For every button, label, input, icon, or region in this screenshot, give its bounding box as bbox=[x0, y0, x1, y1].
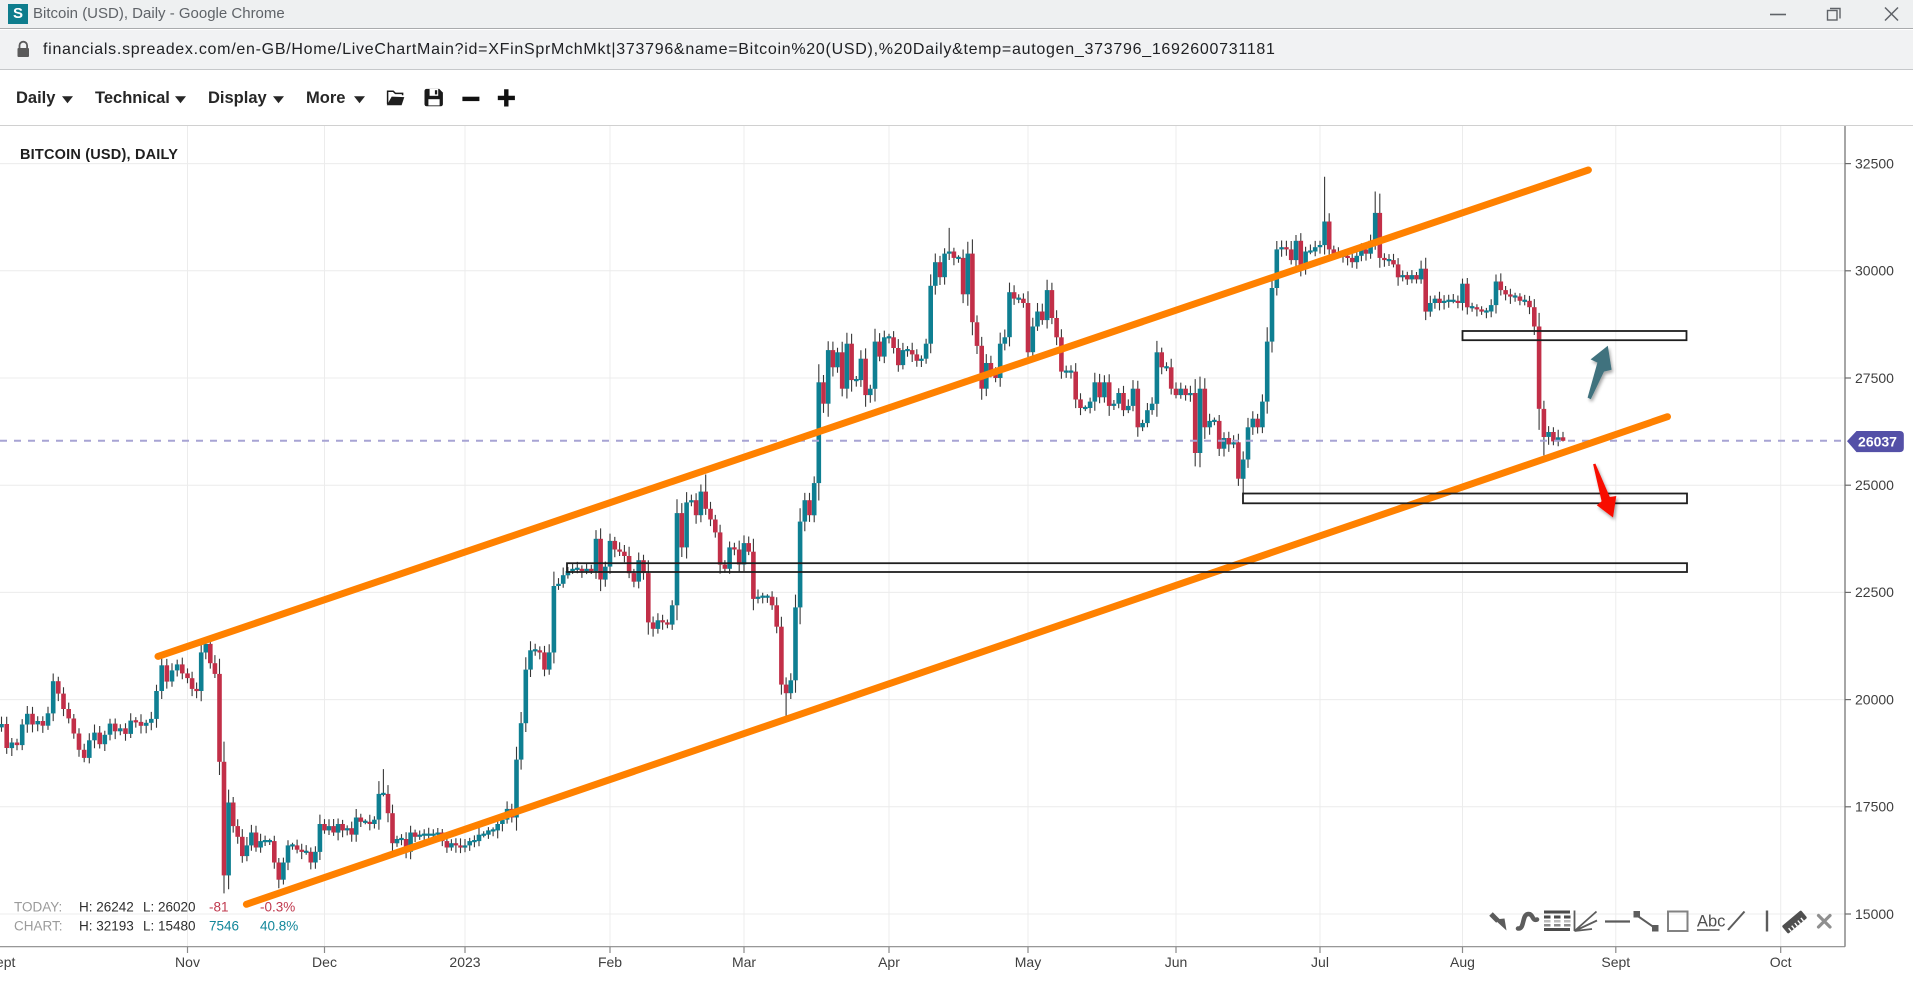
svg-text:Jul: Jul bbox=[1311, 954, 1329, 970]
svg-text:Mar: Mar bbox=[732, 954, 756, 970]
svg-text:TODAY:: TODAY: bbox=[14, 900, 62, 915]
svg-text:Aug: Aug bbox=[1450, 954, 1475, 970]
svg-text:2023: 2023 bbox=[449, 954, 480, 970]
svg-text:17500: 17500 bbox=[1855, 799, 1894, 815]
svg-text:H: 32193: H: 32193 bbox=[79, 919, 134, 934]
svg-text:40.8%: 40.8% bbox=[260, 919, 298, 934]
svg-text:BITCOIN (USD), DAILY: BITCOIN (USD), DAILY bbox=[20, 147, 178, 163]
svg-text:May: May bbox=[1015, 954, 1041, 970]
svg-text:32500: 32500 bbox=[1855, 155, 1894, 171]
svg-text:CHART:: CHART: bbox=[14, 919, 63, 934]
svg-text:20000: 20000 bbox=[1855, 691, 1894, 707]
svg-text:30000: 30000 bbox=[1855, 263, 1894, 279]
svg-text:Apr: Apr bbox=[878, 954, 900, 970]
svg-text:Dec: Dec bbox=[312, 954, 337, 970]
svg-text:L: 26020: L: 26020 bbox=[143, 900, 196, 915]
svg-text:L: 15480: L: 15480 bbox=[143, 919, 196, 934]
svg-text:Nov: Nov bbox=[175, 954, 200, 970]
svg-text:27500: 27500 bbox=[1855, 370, 1894, 386]
svg-text:-0.3%: -0.3% bbox=[260, 900, 295, 915]
svg-text:H: 26242: H: 26242 bbox=[79, 900, 134, 915]
svg-text:Oct: Oct bbox=[1770, 954, 1792, 970]
svg-text:Jun: Jun bbox=[1165, 954, 1188, 970]
svg-text:25000: 25000 bbox=[1855, 477, 1894, 493]
svg-text:22500: 22500 bbox=[1855, 584, 1894, 600]
svg-text:15000: 15000 bbox=[1855, 906, 1894, 922]
svg-text:Sept: Sept bbox=[0, 954, 16, 970]
svg-text:Feb: Feb bbox=[598, 954, 622, 970]
svg-text:26037: 26037 bbox=[1858, 434, 1897, 450]
svg-text:Sept: Sept bbox=[1601, 954, 1630, 970]
svg-text:Abc: Abc bbox=[1697, 913, 1725, 931]
svg-text:-81: -81 bbox=[209, 900, 229, 915]
svg-text:7546: 7546 bbox=[209, 919, 239, 934]
